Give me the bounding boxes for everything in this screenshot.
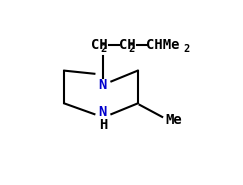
Text: H: H (99, 118, 107, 132)
Text: N: N (99, 105, 107, 119)
Text: 2: 2 (100, 44, 107, 54)
Text: 2: 2 (128, 44, 135, 54)
Text: CH: CH (91, 38, 107, 52)
Text: 2: 2 (183, 44, 190, 54)
Text: N: N (99, 78, 107, 92)
Text: Me: Me (165, 113, 182, 127)
Text: CHMe: CHMe (146, 38, 180, 52)
Text: CH: CH (119, 38, 135, 52)
